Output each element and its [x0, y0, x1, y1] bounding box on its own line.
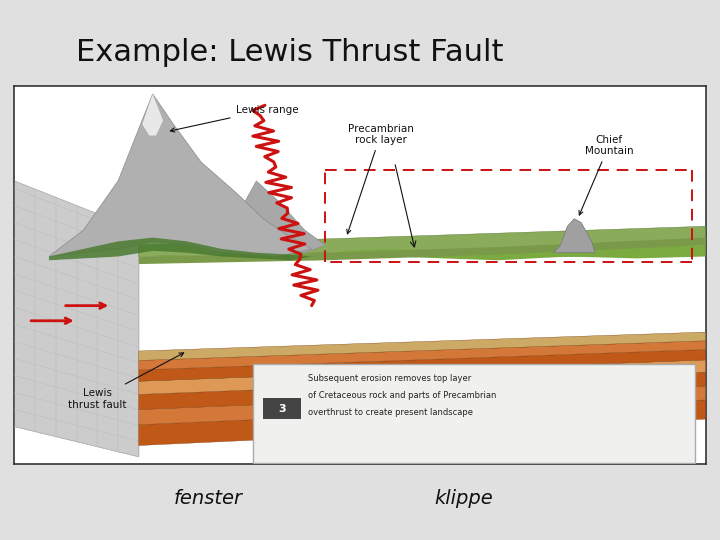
Polygon shape [143, 94, 163, 136]
Polygon shape [554, 219, 595, 253]
Polygon shape [139, 238, 706, 264]
Polygon shape [546, 252, 602, 257]
Text: overthrust to create present landscape: overthrust to create present landscape [308, 408, 473, 417]
Text: of Cretaceous rock and parts of Precambrian: of Cretaceous rock and parts of Precambr… [308, 391, 497, 400]
Polygon shape [208, 181, 325, 253]
Bar [264, 399, 301, 419]
Text: Precambrian
rock layer: Precambrian rock layer [347, 124, 414, 234]
Text: Lewis
thrust fault: Lewis thrust fault [68, 353, 184, 410]
Polygon shape [139, 386, 706, 424]
Polygon shape [139, 400, 706, 445]
Polygon shape [49, 238, 312, 260]
Text: klippe: klippe [434, 489, 493, 508]
Polygon shape [49, 94, 312, 256]
Polygon shape [139, 332, 706, 361]
Text: Lewis range: Lewis range [171, 105, 298, 132]
Text: Chief
Mountain: Chief Mountain [579, 135, 633, 215]
Polygon shape [139, 349, 706, 381]
Text: Example: Lewis Thrust Fault: Example: Lewis Thrust Fault [76, 38, 503, 67]
Text: Subsequent erosion removes top layer: Subsequent erosion removes top layer [308, 374, 472, 383]
Polygon shape [139, 372, 706, 409]
Polygon shape [312, 245, 706, 260]
Polygon shape [139, 226, 706, 256]
Polygon shape [14, 181, 139, 457]
FancyBboxPatch shape [253, 364, 696, 462]
Text: 3: 3 [279, 403, 286, 414]
Text: fenster: fenster [174, 489, 243, 508]
Polygon shape [139, 360, 706, 394]
Polygon shape [139, 341, 706, 370]
